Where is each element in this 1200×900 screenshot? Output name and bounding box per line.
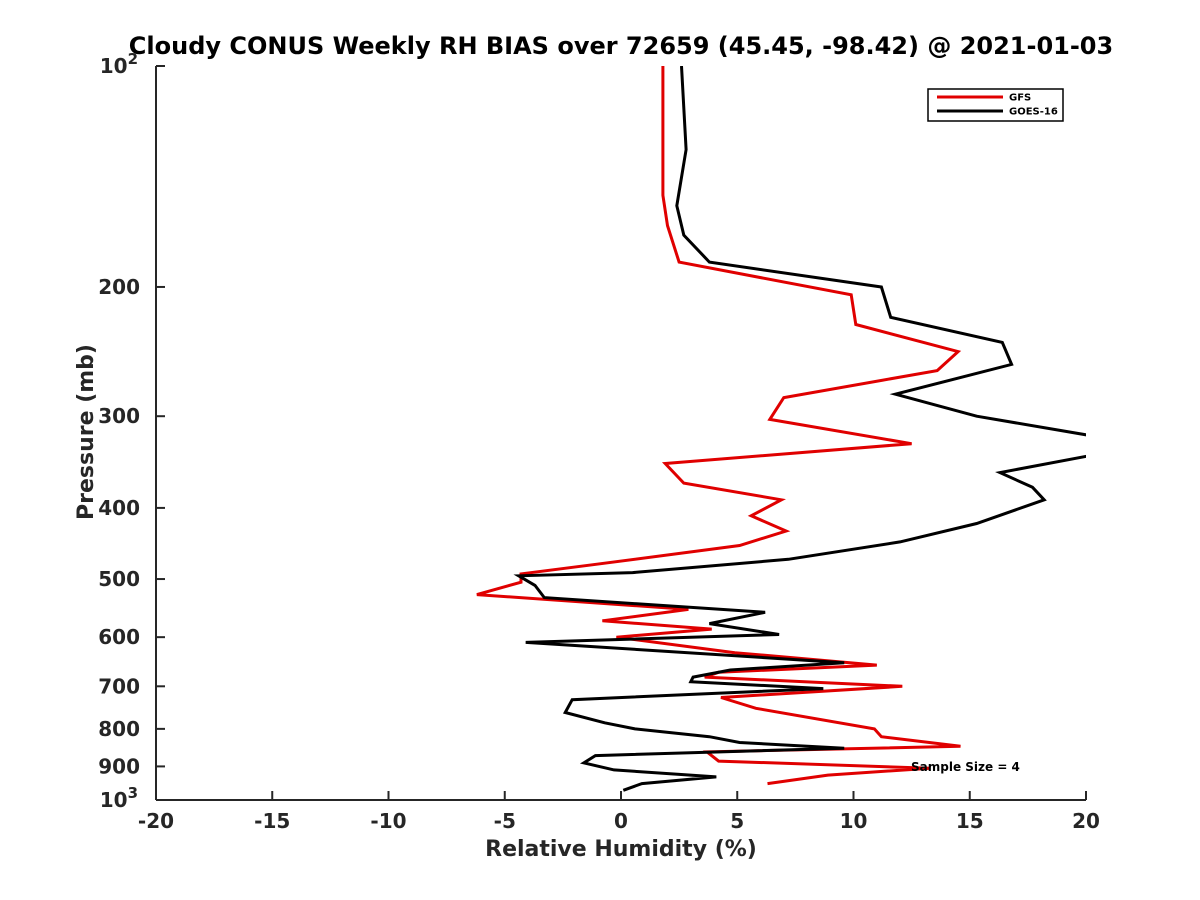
y-tick-label: 900 <box>98 754 140 778</box>
x-tick-label: -10 <box>370 809 406 833</box>
axes: -20 -15 -10 -5 0 5 10 15 20 102 200 300 400 500 600 700… <box>98 50 1100 833</box>
y-tick-label: 500 <box>98 567 140 591</box>
y-tick-label: 800 <box>98 717 140 741</box>
y-tick-label: 200 <box>98 275 140 299</box>
x-tick-label: -5 <box>494 809 516 833</box>
legend-label: GFS <box>1009 93 1031 104</box>
legend-box <box>927 88 1064 122</box>
series-line-gfs <box>476 66 962 786</box>
x-tick-label: -15 <box>254 809 290 833</box>
x-axis-label: Relative Humidity (%) <box>485 837 757 862</box>
y-tick-label: 103 <box>100 784 138 812</box>
legend: GFS GOES-16 <box>927 88 1064 122</box>
x-tick-label: 15 <box>956 809 984 833</box>
legend-label: GOES-16 <box>1009 107 1058 118</box>
x-tick-label: 10 <box>840 809 868 833</box>
x-tick-label: 5 <box>730 809 744 833</box>
sample-size-annotation: Sample Size = 4 <box>911 760 1020 774</box>
series-line-goes-16 <box>513 66 1086 792</box>
x-tick-label: -20 <box>138 809 174 833</box>
y-tick-label: 300 <box>98 404 140 428</box>
x-tick-label: 20 <box>1072 809 1100 833</box>
chart-title: Cloudy CONUS Weekly RH BIAS over 72659 (… <box>129 32 1113 60</box>
y-axis-label: Pressure (mb) <box>74 344 99 520</box>
series-layer <box>476 66 1086 792</box>
y-tick-label: 102 <box>100 50 138 78</box>
y-tick-label: 400 <box>98 496 140 520</box>
x-tick-label: 0 <box>614 809 628 833</box>
y-tick-label: 700 <box>98 674 140 698</box>
y-tick-label: 600 <box>98 625 140 649</box>
